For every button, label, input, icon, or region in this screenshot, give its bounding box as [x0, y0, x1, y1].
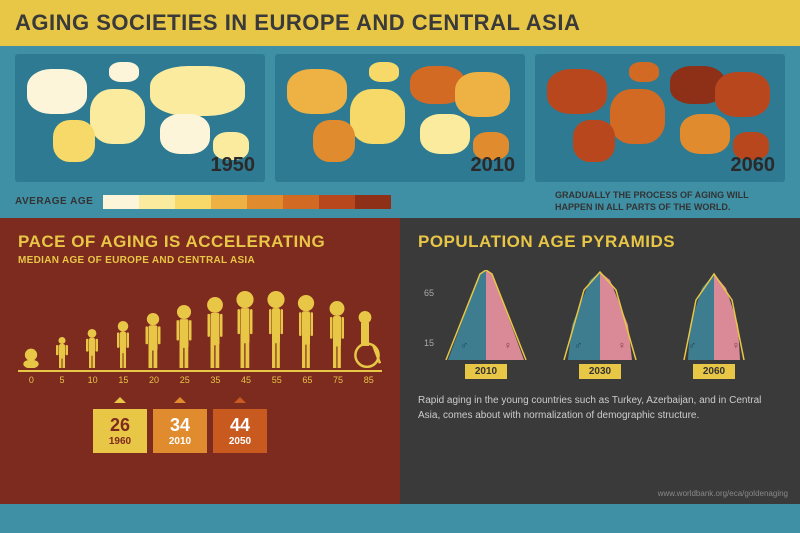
legend-bin: 22-26	[139, 195, 175, 209]
female-icon: ♀	[504, 340, 512, 352]
y-axis-tick: 65	[424, 288, 434, 298]
pyramid-shape: ♂ ♀	[440, 270, 532, 360]
axis-tick: 35	[202, 375, 229, 385]
pyramid-year: 2010	[465, 364, 507, 379]
main-title: AGING SOCIETIES IN EUROPE AND CENTRAL AS…	[15, 10, 785, 36]
legend-bin: 34-38	[247, 195, 283, 209]
pyramid-shape: ♂ ♀	[668, 270, 760, 360]
callout-value: 44	[230, 416, 250, 434]
pyramid-year: 2060	[693, 364, 735, 379]
male-icon: ♂	[688, 340, 696, 352]
axis-tick: 10	[79, 375, 106, 385]
legend-label: AVERAGE AGE	[15, 196, 93, 207]
map-year-label: 1950	[211, 154, 256, 177]
axis-tick: 0	[18, 375, 45, 385]
axis-tick: 85	[355, 375, 382, 385]
callout-year: 2050	[229, 436, 251, 447]
legend-bin: 48 >	[355, 195, 391, 209]
legend-bin: 42-48	[319, 195, 355, 209]
axis-ticks: 0510 15 2025 35 4555 65 7585	[18, 375, 382, 385]
map-panel: 2010	[275, 54, 525, 182]
pyramid-year: 2030	[579, 364, 621, 379]
pyramid: ♂ ♀ 2030	[554, 270, 646, 379]
callout-box: 26 1960	[93, 409, 147, 453]
callout-box: 44 2050	[213, 409, 267, 453]
legend-scale: < 2222-2626-3030-3434-3838-4242-4848 >	[103, 195, 391, 209]
callout-year: 1960	[109, 436, 131, 447]
callouts-row: 26 1960 34 2010 44 2050	[93, 409, 382, 453]
legend-row: AVERAGE AGE < 2222-2626-3030-3434-3838-4…	[15, 190, 785, 213]
maps-section: 195020102060 AVERAGE AGE < 2222-2626-303…	[0, 46, 800, 218]
axis-tick: 75	[325, 375, 352, 385]
age-figure-icon	[110, 320, 137, 368]
axis-tick: 20	[141, 375, 168, 385]
legend-bin: 30-34	[211, 195, 247, 209]
pace-panel: PACE OF AGING IS ACCELERATING MEDIAN AGE…	[0, 218, 400, 504]
axis-tick: 15	[110, 375, 137, 385]
pyramids-row: 65 15 ♂ ♀ 2010 ♂ ♀ 2030 ♂ ♀ 2060	[418, 270, 782, 379]
maps-row: 1950 2010 2060	[15, 54, 785, 182]
figures-row	[18, 284, 382, 372]
age-figure-icon	[18, 346, 45, 368]
y-axis: 65 15	[418, 270, 436, 360]
legend-bin: 26-30	[175, 195, 211, 209]
pace-subtitle: MEDIAN AGE OF EUROPE AND CENTRAL ASIA	[18, 255, 382, 266]
age-figure-icon	[293, 294, 320, 368]
bottom-row: PACE OF AGING IS ACCELERATING MEDIAN AGE…	[0, 218, 800, 504]
callout-year: 2010	[169, 436, 191, 447]
age-figure-icon	[232, 290, 259, 368]
legend-caption: GRADUALLY THE PROCESS OF AGING WILL HAPP…	[555, 190, 785, 213]
callout-value: 26	[110, 416, 130, 434]
pyramid: ♂ ♀ 2010	[440, 270, 532, 379]
age-figure-icon	[171, 304, 198, 368]
pyramid-shape: ♂ ♀	[554, 270, 646, 360]
pace-title: PACE OF AGING IS ACCELERATING	[18, 232, 382, 252]
map-year-label: 2010	[471, 154, 516, 177]
age-figure-icon	[201, 296, 228, 368]
axis-tick: 65	[294, 375, 321, 385]
female-icon: ♀	[618, 340, 626, 352]
age-figure-icon	[49, 336, 76, 368]
pyramids-caption: Rapid aging in the young countries such …	[418, 393, 782, 423]
age-figure-icon	[323, 300, 350, 368]
age-figure-icon	[140, 312, 167, 368]
axis-tick: 45	[233, 375, 260, 385]
map-year-label: 2060	[731, 154, 776, 177]
male-icon: ♂	[460, 340, 468, 352]
map-panel: 1950	[15, 54, 265, 182]
y-axis-tick: 15	[424, 338, 434, 348]
map-panel: 2060	[535, 54, 785, 182]
age-figure-icon	[79, 328, 106, 368]
footer-url: www.worldbank.org/eca/goldenaging	[658, 489, 788, 498]
legend-bin: < 22	[103, 195, 139, 209]
legend-bin: 38-42	[283, 195, 319, 209]
pyramids-title: POPULATION AGE PYRAMIDS	[418, 232, 782, 252]
callout-value: 34	[170, 416, 190, 434]
pyramid: ♂ ♀ 2060	[668, 270, 760, 379]
axis-tick: 55	[263, 375, 290, 385]
axis-tick: 25	[171, 375, 198, 385]
header-bar: AGING SOCIETIES IN EUROPE AND CENTRAL AS…	[0, 0, 800, 46]
pyramids-panel: POPULATION AGE PYRAMIDS 65 15 ♂ ♀ 2010 ♂ …	[400, 218, 800, 504]
age-figure-icon	[262, 290, 289, 368]
age-figure-icon	[354, 310, 382, 368]
female-icon: ♀	[732, 340, 740, 352]
male-icon: ♂	[574, 340, 582, 352]
axis-tick: 5	[49, 375, 76, 385]
callout-box: 34 2010	[153, 409, 207, 453]
